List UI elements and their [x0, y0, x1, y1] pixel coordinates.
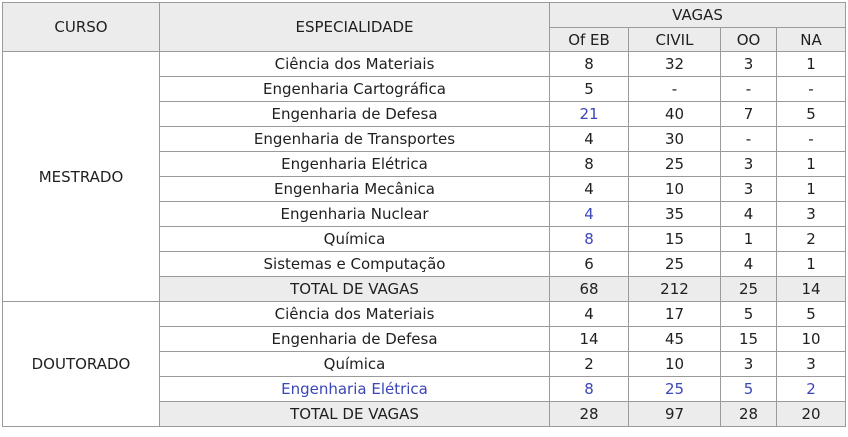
oo-cell: 4: [720, 251, 777, 277]
ofeb-cell: 14: [549, 326, 629, 352]
oo-cell: 5: [720, 301, 777, 327]
total-na: 14: [775, 276, 847, 302]
na-cell: 1: [775, 251, 847, 277]
na-cell: -: [775, 76, 847, 102]
civil-cell: 10: [628, 351, 721, 377]
especialidade-cell: Engenharia de Transportes: [159, 126, 550, 152]
total-ofeb: 28: [549, 401, 629, 427]
especialidade-cell: Engenharia de Defesa: [159, 101, 550, 127]
table-row: Engenharia de Defesa 21 40 7 5: [3, 101, 847, 127]
curso-doutorado: DOUTORADO: [2, 301, 160, 427]
oo-cell: 3: [720, 351, 777, 377]
civil-cell: 25: [628, 251, 721, 277]
especialidade-cell: Ciência dos Materiais: [159, 301, 550, 327]
total-oo: 28: [720, 401, 777, 427]
ofeb-cell: 21: [549, 101, 629, 127]
na-cell: 5: [775, 101, 847, 127]
ofeb-cell: 4: [549, 126, 629, 152]
ofeb-cell: 8: [549, 226, 629, 252]
ofeb-cell: 4: [549, 301, 629, 327]
na-cell: 2: [775, 376, 847, 402]
total-ofeb: 68: [549, 276, 629, 302]
total-oo: 25: [720, 276, 777, 302]
ofeb-cell: 8: [549, 51, 629, 77]
civil-cell: 25: [628, 376, 721, 402]
na-cell: 1: [775, 151, 847, 177]
table-row: Engenharia Cartográfica 5 - - -: [3, 76, 847, 102]
especialidade-cell: Engenharia Cartográfica: [159, 76, 550, 102]
especialidade-cell: Química: [159, 351, 550, 377]
oo-cell: -: [720, 126, 777, 152]
table-row: Engenharia Elétrica 8 25 5 2: [3, 376, 847, 402]
na-cell: 3: [775, 351, 847, 377]
oo-cell: 3: [720, 51, 777, 77]
civil-cell: 17: [628, 301, 721, 327]
ofeb-cell: 4: [549, 201, 629, 227]
oo-cell: 1: [720, 226, 777, 252]
na-cell: 10: [775, 326, 847, 352]
total-na: 20: [775, 401, 847, 427]
table-row: Engenharia Elétrica 8 25 3 1: [3, 151, 847, 177]
table-row: Química 2 10 3 3: [3, 351, 847, 377]
civil-cell: 35: [628, 201, 721, 227]
header-vagas: VAGAS: [548, 2, 847, 28]
ofeb-cell: 6: [549, 251, 629, 277]
civil-cell: 30: [628, 126, 721, 152]
header-ofeb: Of EB: [549, 27, 629, 52]
na-cell: 5: [775, 301, 847, 327]
total-label: TOTAL DE VAGAS: [159, 276, 550, 302]
table-row: DOUTORADO Ciência dos Materiais 4 17 5 5: [2, 301, 847, 427]
oo-cell: 3: [720, 151, 777, 177]
oo-cell: 7: [720, 101, 777, 127]
vagas-table: CURSO ESPECIALIDADE VAGAS Of EB CIVIL OO…: [2, 2, 847, 427]
header-oo: OO: [720, 27, 777, 52]
curso-mestrado: MESTRADO: [2, 51, 160, 302]
na-cell: 3: [775, 201, 847, 227]
ofeb-cell: 8: [549, 151, 629, 177]
civil-cell: 32: [628, 51, 721, 77]
civil-cell: 45: [628, 326, 721, 352]
especialidade-cell: Engenharia Elétrica: [159, 376, 550, 402]
oo-cell: 3: [720, 176, 777, 202]
oo-cell: 15: [720, 326, 777, 352]
header-civil: CIVIL: [628, 27, 721, 52]
civil-cell: 40: [628, 101, 721, 127]
table-row: MESTRADO Ciência dos Materiais 8 32 3 1: [2, 51, 847, 302]
ofeb-cell: 4: [549, 176, 629, 202]
total-civil: 212: [628, 276, 721, 302]
header-na: NA: [775, 27, 847, 52]
total-row-doutorado: TOTAL DE VAGAS 28 97 28 20: [3, 401, 847, 427]
especialidade-cell: Engenharia Mecânica: [159, 176, 550, 202]
table-row: Engenharia de Transportes 4 30 - -: [3, 126, 847, 152]
especialidade-cell: Engenharia de Defesa: [159, 326, 550, 352]
civil-cell: 25: [628, 151, 721, 177]
especialidade-cell: Química: [159, 226, 550, 252]
header-curso: CURSO: [2, 2, 160, 52]
table-row: Engenharia Nuclear 4 35 4 3: [3, 201, 847, 227]
especialidade-cell: Ciência dos Materiais: [159, 51, 550, 77]
ofeb-cell: 8: [549, 376, 629, 402]
especialidade-cell: Engenharia Nuclear: [159, 201, 550, 227]
table-row: Química 8 15 1 2: [3, 226, 847, 252]
especialidade-cell: Engenharia Elétrica: [159, 151, 550, 177]
total-civil: 97: [628, 401, 721, 427]
ofeb-cell: 5: [549, 76, 629, 102]
civil-cell: 15: [628, 226, 721, 252]
ofeb-cell: 2: [549, 351, 629, 377]
oo-cell: 5: [720, 376, 777, 402]
civil-cell: 10: [628, 176, 721, 202]
na-cell: -: [775, 126, 847, 152]
header-especialidade: ESPECIALIDADE: [159, 2, 550, 52]
na-cell: 1: [775, 176, 847, 202]
na-cell: 2: [775, 226, 847, 252]
table-row: Sistemas e Computação 6 25 4 1: [3, 251, 847, 277]
na-cell: 1: [775, 51, 847, 77]
oo-cell: 4: [720, 201, 777, 227]
oo-cell: -: [720, 76, 777, 102]
table-row: Engenharia Mecânica 4 10 3 1: [3, 176, 847, 202]
total-label: TOTAL DE VAGAS: [159, 401, 550, 427]
civil-cell: -: [628, 76, 721, 102]
especialidade-cell: Sistemas e Computação: [159, 251, 550, 277]
